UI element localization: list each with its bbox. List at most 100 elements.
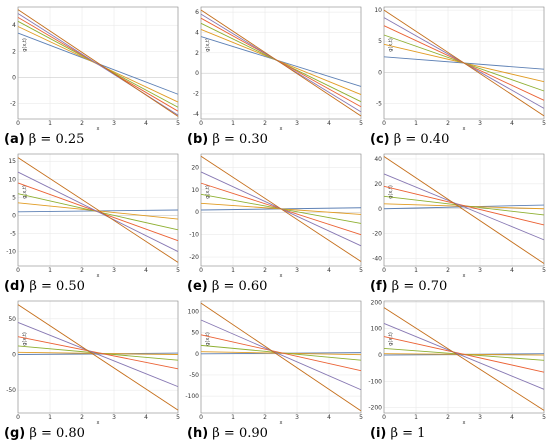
chart-svg: 0 1 2 3 4 5 -100 -50 0 50 100 x g(x,t) <box>185 300 363 426</box>
y-tick-label: 2 <box>195 50 199 57</box>
x-axis-label: x <box>280 273 283 279</box>
x-tick-label: 0 <box>16 120 20 127</box>
series-line <box>17 32 179 95</box>
x-tick-label: 3 <box>112 267 116 274</box>
chart-svg: 0 1 2 3 4 5 -10 -5 0 5 10 15 x g(x,t) <box>6 153 180 279</box>
chart-panel: 0 1 2 3 4 5 -10 -5 0 5 10 15 x g(x,t) (d) β = 0.50 <box>0 150 183 298</box>
plot-frame <box>200 300 362 414</box>
x-tick-label: 1 <box>231 267 235 274</box>
series-line <box>17 336 179 370</box>
series-line <box>200 319 362 391</box>
chart-panel: 0 1 2 3 4 5 -200 -100 0 100 200 x g(x,t) (i) β = 1 <box>366 297 549 445</box>
y-tick-label: -50 <box>189 372 199 379</box>
x-tick-label: 5 <box>359 414 363 421</box>
y-tick-label: -100 <box>185 393 199 400</box>
chart-svg: 0 1 2 3 4 5 -2 0 2 4 x g(x,t) <box>10 6 180 132</box>
x-tick-label: 0 <box>16 414 20 421</box>
y-tick-label: -10 <box>189 232 199 239</box>
plot-frame <box>17 300 179 414</box>
x-axis-label: x <box>280 420 283 426</box>
series-line <box>383 173 545 241</box>
panel-letter: (f) <box>370 279 388 294</box>
y-tick-label: 200 <box>371 299 383 306</box>
y-tick-label: 5 <box>378 38 382 45</box>
series-line <box>17 321 179 388</box>
series-line <box>200 9 362 117</box>
series-line <box>17 9 179 117</box>
x-axis-label: x <box>97 273 100 279</box>
y-tick-label: 0 <box>12 352 16 359</box>
y-tick-label: 50 <box>8 316 16 323</box>
y-tick-label: -2 <box>193 91 199 98</box>
y-tick-label: 4 <box>195 29 199 36</box>
y-tick-label: 10 <box>8 176 16 183</box>
y-tick-label: -200 <box>368 405 382 412</box>
chart-svg: 0 1 2 3 4 5 -200 -100 0 100 200 x g(x,t) <box>368 299 546 426</box>
y-tick-label: 20 <box>374 181 382 188</box>
panel-caption: (d) β = 0.50 <box>4 279 85 294</box>
x-tick-label: 1 <box>414 414 418 421</box>
y-tick-label: 2 <box>12 48 16 55</box>
beta-value: β = 0.80 <box>25 426 85 441</box>
panel-caption: (i) β = 1 <box>370 426 425 441</box>
panel-letter: (i) <box>370 426 387 441</box>
x-axis-label: x <box>280 126 283 132</box>
chart-svg: 0 1 2 3 4 5 -5 0 5 10 x g(x,t) <box>374 6 546 132</box>
y-tick-label: 6 <box>195 9 199 16</box>
x-tick-label: 4 <box>144 414 148 421</box>
x-tick-label: 2 <box>80 414 84 421</box>
series-line <box>200 36 362 87</box>
x-tick-label: 0 <box>199 120 203 127</box>
y-axis-label: g(x,t) <box>22 185 28 199</box>
x-tick-label: 0 <box>199 414 203 421</box>
beta-value: β = 0.60 <box>207 279 268 294</box>
y-tick-label: 4 <box>12 22 16 29</box>
panel-caption: (f) β = 0.70 <box>370 279 447 294</box>
x-axis-label: x <box>97 420 100 426</box>
x-axis-label: x <box>463 273 466 279</box>
x-tick-label: 1 <box>414 267 418 274</box>
chart-panel: 0 1 2 3 4 5 -50 0 50 x g(x,t) (g) β = 0.80 <box>0 297 183 445</box>
chart-svg: 0 1 2 3 4 5 -40 -20 0 20 40 x g(x,t) <box>372 153 546 279</box>
x-tick-label: 5 <box>359 120 363 127</box>
series-line <box>17 202 179 220</box>
panel-caption: (a) β = 0.25 <box>4 132 84 147</box>
plot-frame <box>200 6 362 120</box>
x-tick-label: 3 <box>295 414 299 421</box>
x-tick-label: 1 <box>48 120 52 127</box>
x-tick-label: 3 <box>295 120 299 127</box>
x-axis-label: x <box>97 126 100 132</box>
x-tick-label: 4 <box>144 267 148 274</box>
x-tick-label: 3 <box>112 414 116 421</box>
x-tick-label: 1 <box>414 120 418 127</box>
y-axis-label: g(x,t) <box>388 332 394 346</box>
chart-panel: 0 1 2 3 4 5 -100 -50 0 50 100 x g(x,t) (h) β = 0.90 <box>183 297 366 445</box>
panel-caption: (e) β = 0.60 <box>187 279 267 294</box>
y-axis-label: g(x,t) <box>22 38 28 52</box>
series-line <box>17 304 179 411</box>
x-tick-label: 1 <box>48 414 52 421</box>
y-tick-label: 15 <box>8 158 16 165</box>
y-tick-label: -40 <box>372 256 382 263</box>
chart-panel: 0 1 2 3 4 5 -5 0 5 10 x g(x,t) (c) β = 0.40 <box>366 3 549 151</box>
y-tick-label: 0 <box>12 212 16 219</box>
plot-frame <box>17 6 179 120</box>
panel-caption: (g) β = 0.80 <box>4 426 85 441</box>
x-tick-label: 2 <box>80 267 84 274</box>
y-tick-label: 20 <box>191 164 199 171</box>
y-tick-label: -2 <box>10 100 16 107</box>
x-axis-label: x <box>463 126 466 132</box>
x-tick-label: 4 <box>510 414 514 421</box>
x-tick-label: 3 <box>112 120 116 127</box>
x-tick-label: 3 <box>478 267 482 274</box>
plot-frame <box>383 300 545 414</box>
series-line <box>200 302 362 412</box>
chart-panel: 0 1 2 3 4 5 -2 0 2 4 x g(x,t) (a) β = 0.25 <box>0 3 183 151</box>
panel-caption: (c) β = 0.40 <box>370 132 449 147</box>
panel-letter: (c) <box>370 132 390 147</box>
y-axis-label: g(x,t) <box>388 185 394 199</box>
y-tick-label: -5 <box>10 230 16 237</box>
y-tick-label: 0 <box>195 351 199 358</box>
x-tick-label: 5 <box>176 267 180 274</box>
y-tick-label: 10 <box>191 187 199 194</box>
